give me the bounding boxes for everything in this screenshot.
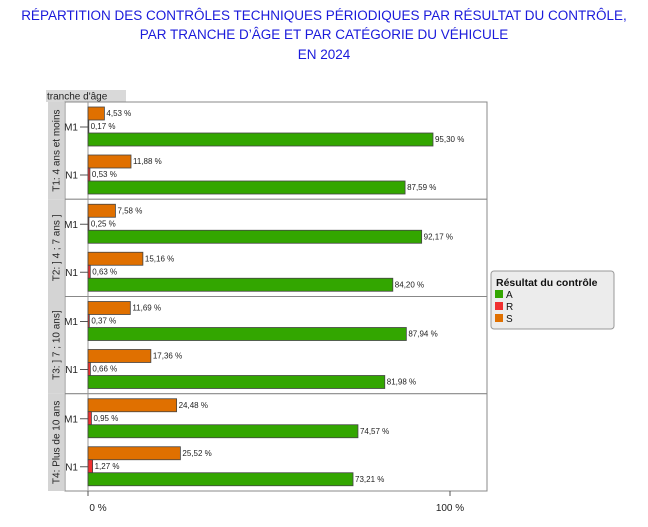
legend-entry-S: S [506, 314, 513, 325]
bar-R [87, 119, 90, 134]
data-label: 11,69 % [132, 304, 161, 313]
legend-swatch-S [495, 314, 503, 322]
bar-R [87, 314, 90, 328]
data-label: 0,17 % [91, 122, 116, 131]
x-tick-label: 0 % [89, 503, 106, 514]
data-label: 11,88 % [133, 157, 162, 166]
bar-S [87, 301, 131, 315]
data-label: 73,21 % [355, 475, 384, 484]
facet-label: T4: Plus de 10 ans [52, 401, 63, 484]
bar-A [87, 132, 434, 147]
data-label: 1,27 % [95, 462, 120, 471]
chart-title-line-3: EN 2024 [297, 47, 351, 62]
data-label: 17,36 % [153, 352, 182, 361]
bar-A [87, 424, 359, 439]
legend-swatch-R [495, 302, 503, 310]
bar-R [87, 411, 92, 426]
chart-title-line-2: PAR TRANCHE D’ÂGE ET PAR CATÉGORIE DU VÉ… [139, 27, 509, 42]
facet-strip [48, 393, 64, 491]
data-label: 0,53 % [92, 170, 117, 179]
chart-title-line-1: RÉPARTITION DES CONTRÔLES TECHNIQUES PÉR… [21, 8, 627, 23]
bar-R [87, 167, 91, 182]
facet-header-bg [46, 90, 126, 102]
bar-S [87, 106, 105, 121]
bar-A [87, 180, 406, 195]
data-label: 15,16 % [145, 254, 174, 263]
data-label: 7,58 % [117, 206, 142, 215]
x-tick-label: 100 % [436, 503, 464, 514]
bar-R [87, 459, 93, 474]
category-label: N1 [65, 268, 78, 279]
bar-S [87, 154, 132, 169]
facet-strip [48, 102, 64, 200]
data-label: 24,48 % [179, 401, 208, 410]
facet-header: tranche d'âge [47, 92, 108, 103]
data-label: 0,63 % [92, 267, 117, 276]
bar-A [87, 277, 394, 292]
category-label: M1 [64, 220, 78, 231]
category-label: N1 [65, 462, 78, 473]
legend-box [490, 270, 615, 330]
data-label: 87,94 % [408, 330, 437, 339]
bar-S [87, 349, 152, 363]
legend-title: Résultat du contrôle [496, 277, 598, 289]
data-label: 4,53 % [106, 109, 131, 118]
bar-R [87, 362, 91, 376]
bar-S [87, 446, 181, 461]
data-label: 92,17 % [424, 232, 453, 241]
data-label: 0,25 % [91, 219, 116, 228]
data-label: 0,37 % [91, 317, 116, 326]
data-label: 84,20 % [395, 280, 424, 289]
bar-A [87, 327, 407, 341]
legend-entry-A: A [506, 290, 513, 301]
facet-label: T3: ] 7 ; 10 ans] [52, 310, 63, 380]
category-label: N1 [65, 171, 78, 182]
facet-strip [48, 296, 64, 394]
data-label: 81,98 % [387, 378, 416, 387]
facet-label: T1: 4 ans et moins [52, 109, 63, 191]
bar-S [87, 203, 116, 218]
data-label: 0,95 % [93, 414, 118, 423]
legend-swatch-A [495, 290, 503, 298]
bar-R [87, 216, 90, 231]
bar-A [87, 375, 386, 389]
bar-R [87, 264, 91, 279]
facet-strip [48, 199, 64, 297]
data-label: 25,52 % [182, 449, 211, 458]
data-label: 0,66 % [92, 365, 117, 374]
bar-A [87, 472, 354, 487]
category-label: N1 [65, 365, 78, 376]
bar-S [87, 398, 178, 413]
data-label: 74,57 % [360, 427, 389, 436]
bar-A [87, 229, 423, 244]
category-label: M1 [64, 414, 78, 425]
data-label: 95,30 % [435, 135, 464, 144]
category-label: M1 [64, 317, 78, 328]
facet-label: T2: ] 4 ; 7 ans ] [52, 214, 63, 281]
data-label: 87,59 % [407, 183, 436, 192]
category-label: M1 [64, 123, 78, 134]
legend-entry-R: R [506, 302, 513, 313]
bar-S [87, 251, 144, 266]
